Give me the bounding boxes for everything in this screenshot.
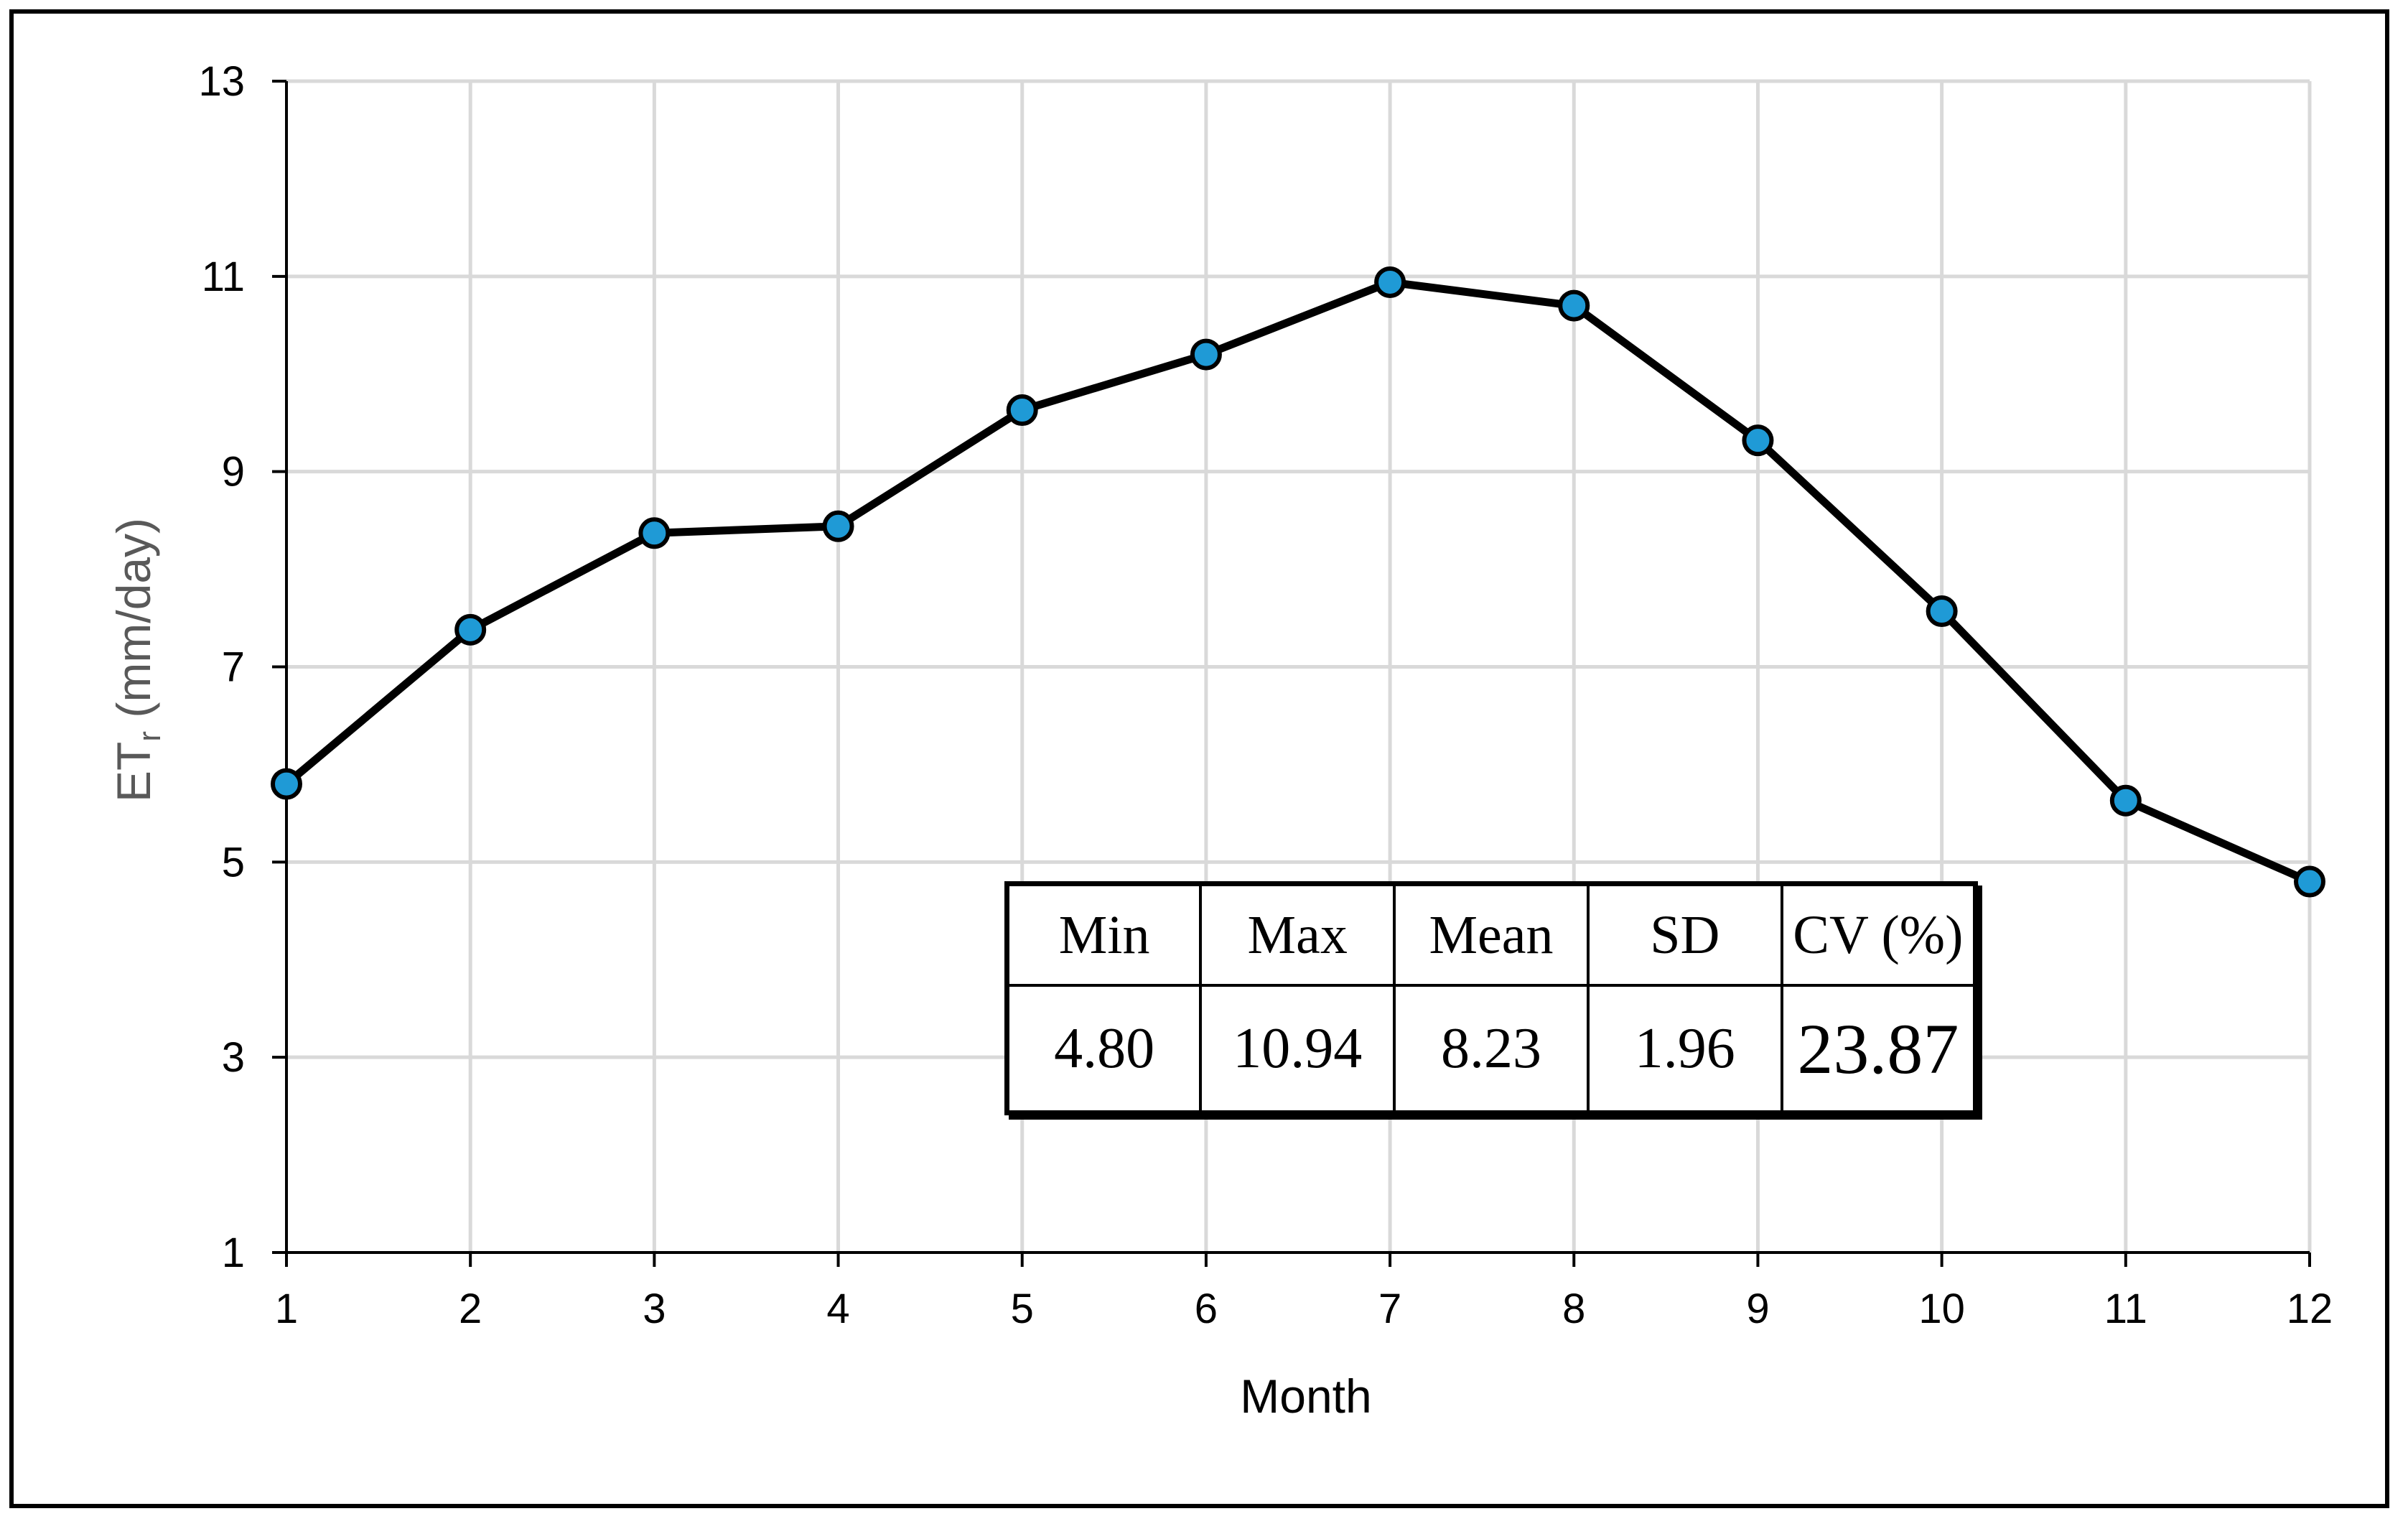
- x-axis-title: Month: [1240, 1370, 1371, 1423]
- x-tick-label: 7: [1378, 1286, 1401, 1332]
- data-point-marker: [638, 517, 671, 549]
- data-point-marker: [454, 613, 487, 646]
- x-tick-label: 11: [2104, 1286, 2147, 1332]
- stats-header-min: Min: [1007, 883, 1201, 987]
- x-tick-label: 10: [1918, 1286, 1965, 1332]
- y-axis-title-main: ET: [107, 742, 160, 802]
- stats-header-max: Max: [1199, 883, 1395, 987]
- y-tick-label: 1: [222, 1230, 245, 1276]
- data-point-marker: [822, 510, 854, 542]
- x-tick-label: 4: [826, 1286, 849, 1332]
- y-tick-label: 7: [222, 644, 245, 691]
- x-tick-label: 2: [459, 1286, 482, 1332]
- stats-header-cv: CV (%): [1780, 883, 1976, 987]
- x-tick-label: 9: [1746, 1286, 1769, 1332]
- x-tick-label: 12: [2287, 1286, 2333, 1332]
- y-tick-label: 9: [222, 449, 245, 496]
- data-point-marker: [2109, 784, 2142, 817]
- data-point-marker: [2294, 865, 2325, 898]
- y-tick-label: 13: [198, 58, 245, 105]
- x-tick-label: 5: [1011, 1286, 1034, 1332]
- stats-header-row: Min Max Mean SD CV (%): [1007, 883, 1976, 987]
- stats-header-mean: Mean: [1393, 883, 1588, 987]
- stats-value-min: 4.80: [1054, 1016, 1155, 1080]
- series-line-path: [284, 278, 2312, 886]
- stats-value-row: 4.80 10.94 8.23 1.96 23.87: [1007, 985, 1976, 1113]
- y-tick-label: 3: [222, 1034, 245, 1081]
- y-tick-label: 11: [202, 254, 245, 300]
- series-line: [271, 266, 2325, 898]
- axes: [272, 80, 2311, 1267]
- data-point-marker: [1926, 595, 1958, 628]
- x-tick-label: 8: [1562, 1286, 1585, 1332]
- data-point-marker: [271, 768, 302, 800]
- x-tick-label: 3: [643, 1286, 666, 1332]
- y-axis-title: ETr (mm/day): [107, 518, 167, 802]
- y-axis-title-subscript: r: [132, 731, 167, 742]
- stats-value-mean: 8.23: [1393, 985, 1588, 1113]
- data-point-marker: [1190, 338, 1222, 371]
- x-tick-label: 6: [1195, 1286, 1218, 1332]
- y-tick-label: 5: [222, 839, 245, 886]
- data-point-marker: [1742, 424, 1774, 457]
- x-tick-label: 1: [275, 1286, 298, 1332]
- data-point-marker: [1374, 266, 1406, 298]
- x-tick-labels: 1 2 3 4 5 6 7 8 9 10 11 12: [275, 1286, 2333, 1332]
- stats-value-sd: 1.96: [1586, 985, 1782, 1113]
- y-axis-title-unit: (mm/day): [107, 518, 160, 731]
- chart-frame: 1 3 5 7 9 11 13 1 2 3 4 5 6 7 8 9 10 11 12 Month ETr (mm/…: [9, 9, 2389, 1508]
- stats-value-cv: 23.87: [1780, 985, 1976, 1113]
- stats-value-max: 10.94: [1199, 985, 1395, 1113]
- stats-header-sd: SD: [1586, 883, 1782, 987]
- statistics-table: Min Max Mean SD CV (%) 4.80 10.94 8.23 1…: [1004, 881, 1978, 1115]
- data-point-marker: [1558, 289, 1590, 322]
- data-point-marker: [1006, 394, 1038, 427]
